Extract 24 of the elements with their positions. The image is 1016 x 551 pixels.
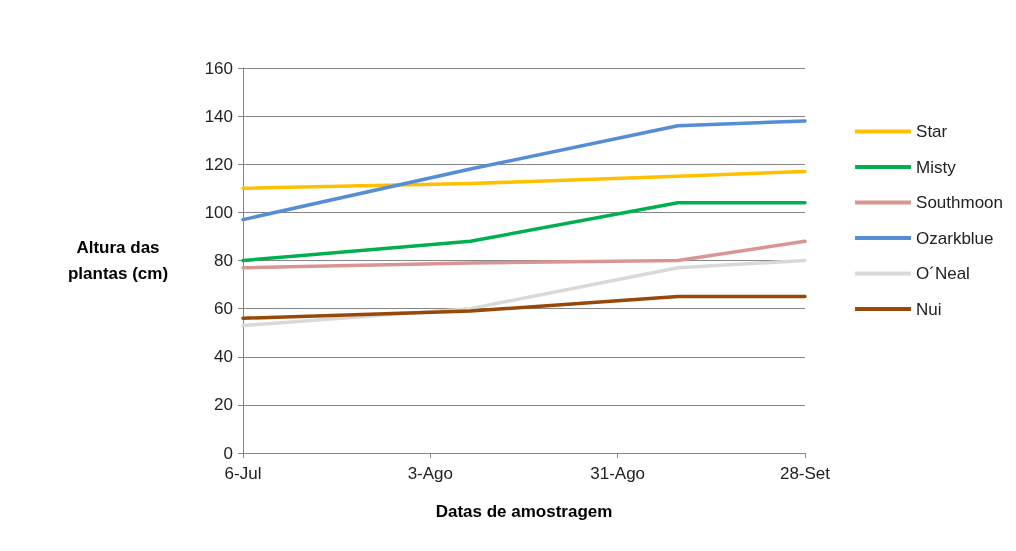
x-tick-label: 31-Ago xyxy=(590,464,646,483)
x-tick-label: 3-Ago xyxy=(407,464,454,483)
line-series xyxy=(241,239,807,270)
legend-label: O´Neal xyxy=(916,264,970,283)
y-tick-label: 120 xyxy=(204,154,233,174)
y-tick-label: 40 xyxy=(214,347,233,367)
legend-label: Southmoon xyxy=(916,193,1003,212)
legend-label: Nui xyxy=(916,299,942,319)
y-tick-label: 80 xyxy=(214,251,233,270)
y-tick-label: 20 xyxy=(214,395,233,415)
y-tick-label: 140 xyxy=(204,106,233,126)
y-axis-title: Altura das plantas (cm) xyxy=(67,238,169,283)
line-series xyxy=(241,119,807,222)
line-series xyxy=(241,169,807,191)
legend-label: Ozarkblue xyxy=(916,228,994,248)
x-tick-label: 6-Jul xyxy=(224,464,262,483)
y-tick-label: 100 xyxy=(204,202,233,222)
y-tick-label: 0 xyxy=(223,443,233,463)
x-axis-title: Datas de amostragem xyxy=(435,502,613,521)
x-tick-label: 28-Set xyxy=(779,464,831,483)
legend-label: Misty xyxy=(916,157,957,177)
y-tick-label: 60 xyxy=(214,299,233,319)
y-tick-label: 160 xyxy=(204,58,233,78)
legend-label: Star xyxy=(916,122,948,141)
